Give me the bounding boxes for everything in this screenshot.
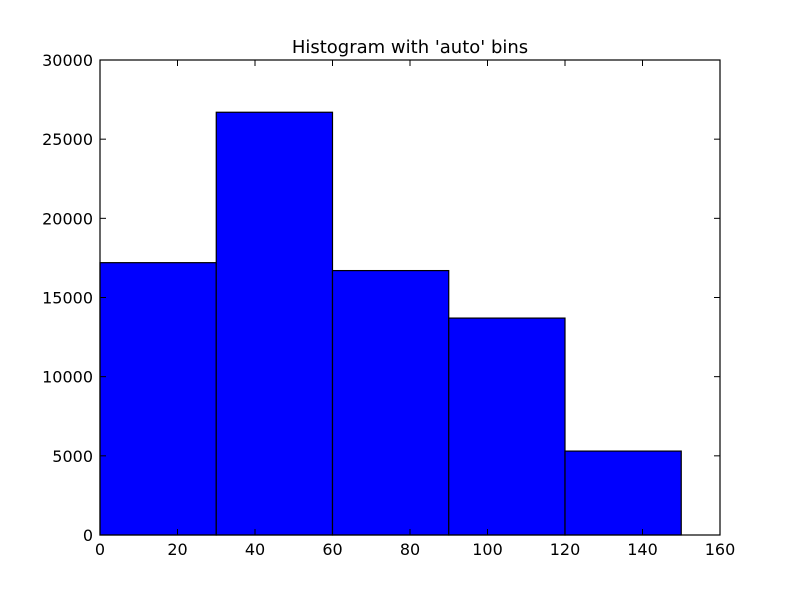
histogram-bar-3: [448, 317, 566, 536]
x-tick-label-4: 80: [400, 540, 420, 559]
x-tick-label-1: 20: [167, 540, 187, 559]
y-tick-label-5: 25000: [42, 130, 93, 149]
plot-frame: [99, 59, 721, 536]
y-tick-label-1: 5000: [52, 447, 93, 466]
histogram-bar-0: [99, 262, 217, 536]
x-tick-label-5: 100: [472, 540, 503, 559]
histogram-bar-4: [564, 450, 682, 536]
y-tick-label-3: 15000: [42, 289, 93, 308]
y-tick-label-6: 30000: [42, 51, 93, 70]
tick-labels-group: 0 20 40 60 80 100 120 140 160 0 5000 10000 15000 2000…: [42, 51, 735, 559]
x-tick-label-3: 60: [322, 540, 342, 559]
x-tick-label-8: 160: [705, 540, 736, 559]
x-tick-label-0: 0: [95, 540, 105, 559]
x-tick-label-7: 140: [627, 540, 658, 559]
bars-group: [99, 111, 682, 536]
histogram-bar-2: [331, 269, 450, 536]
histogram-bar-1: [215, 111, 334, 536]
chart-title: Histogram with 'auto' bins: [292, 37, 528, 58]
x-tick-label-2: 40: [245, 540, 265, 559]
y-tick-label-4: 20000: [42, 209, 93, 228]
y-tick-label-2: 10000: [42, 368, 93, 387]
y-tick-label-0: 0: [83, 526, 93, 545]
x-tick-label-6: 120: [550, 540, 581, 559]
